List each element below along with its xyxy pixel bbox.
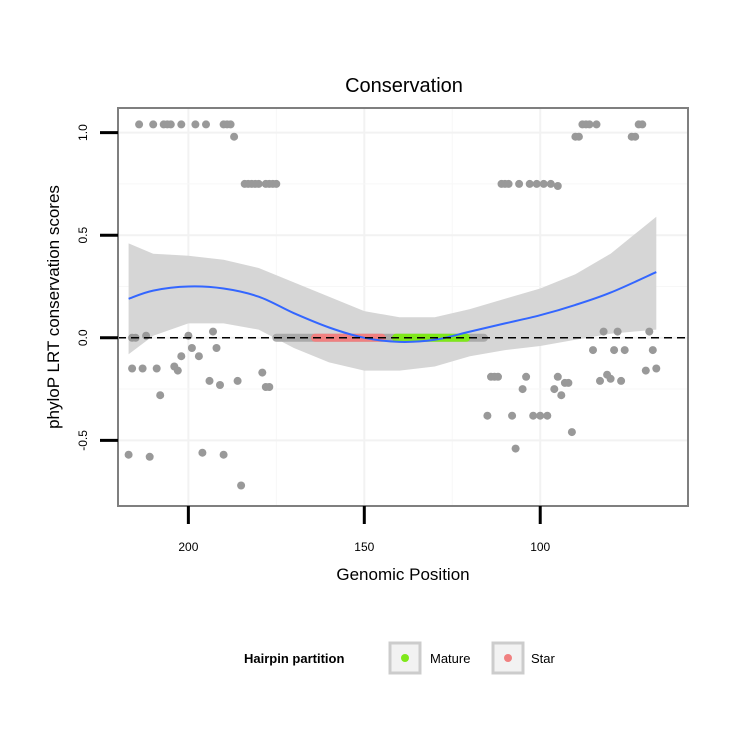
data-point [652,364,661,373]
data-point [567,428,576,437]
data-point [606,374,615,383]
panel-border [117,107,689,507]
data-point [648,346,657,355]
data-point [539,179,548,188]
data-point [620,346,629,355]
legend-swatch-mature [401,654,409,662]
chart-title: Conservation [345,75,463,97]
data-point [645,327,654,336]
data-point [216,381,224,389]
y-axis-title: phyloP LRT conservation scores [44,185,63,429]
data-point [233,376,242,385]
data-point [522,372,531,381]
data-point [272,179,281,188]
data-point [258,368,267,377]
confidence-band [128,216,657,371]
data-point [152,364,161,373]
data-point [508,411,517,420]
data-point [219,450,228,459]
data-point [613,327,622,336]
y-tick-label: 0.5 [76,227,90,244]
data-point [237,481,246,490]
y-tick-label: 1.0 [76,124,90,141]
data-point [536,411,545,420]
data-point [177,120,186,129]
data-point [610,346,619,355]
data-point [631,132,640,141]
data-point [124,450,133,459]
data-point [638,120,647,129]
data-point [553,372,562,381]
data-point [550,385,559,394]
y-tick-label: 0.0 [76,329,90,346]
data-point [589,346,597,355]
data-point [592,120,601,129]
data-point [191,120,200,129]
x-tick-label: 150 [354,540,374,554]
data-point [202,120,210,129]
data-point [494,372,502,381]
data-point [209,327,217,336]
data-point [546,179,555,188]
data-point [128,364,137,373]
conservation-points [124,120,661,490]
data-point [177,352,186,361]
smooth-confidence-band [128,216,657,371]
data-point [585,120,594,129]
data-point [145,452,154,461]
smooth-line [128,271,657,343]
data-point [265,383,274,391]
data-point [230,132,239,141]
data-point [254,179,263,188]
data-point [226,120,235,129]
legend-item-star: Star [491,641,556,675]
legend-label-star: Star [531,651,556,666]
data-point [483,411,492,420]
data-point [166,120,175,129]
data-point [596,376,604,385]
data-point [515,179,524,188]
x-axis: 200 150 100 [178,506,551,554]
data-point [511,444,520,453]
y-tick-label: -0.5 [76,430,90,451]
data-point [212,344,221,352]
legend-swatch-star [504,654,512,662]
data-point [557,391,566,400]
legend-label-mature: Mature [430,651,470,666]
legend-title: Hairpin partition [244,651,344,666]
data-point [187,344,196,352]
data-point [156,391,165,400]
data-point [205,376,214,385]
data-point [574,132,583,141]
x-tick-label: 100 [530,540,550,554]
data-point [518,385,527,394]
legend-item-mature: Mature [388,641,470,675]
data-point [504,179,513,188]
data-point [135,120,144,129]
data-point [599,327,608,336]
data-point [529,411,538,420]
data-point [149,120,158,129]
smooth-trend [128,271,657,343]
y-axis: -0.5 0.0 0.5 1.0 [76,124,118,451]
data-point [617,376,626,385]
data-point [564,378,573,387]
data-point [641,366,650,375]
plot-panel [117,107,689,507]
data-point [525,179,534,188]
x-tick-label: 200 [178,540,198,554]
data-point [198,448,207,457]
data-point [173,366,182,375]
data-point [194,352,203,361]
x-axis-title: Genomic Position [336,565,469,584]
data-point [532,179,541,188]
data-point [138,364,147,373]
data-point [543,411,552,420]
legend: Hairpin partition Mature Star [244,641,556,675]
data-point [553,182,562,190]
